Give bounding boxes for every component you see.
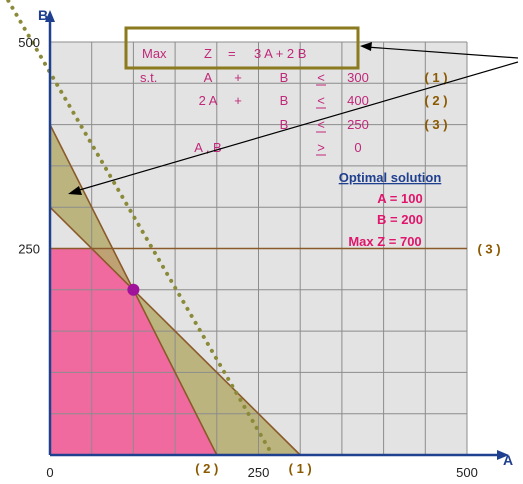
objective-part-1: Max <box>142 46 167 61</box>
optimal-point-layer <box>127 283 140 296</box>
optimal-title: Optimal solution <box>339 170 442 185</box>
axes: BA <box>38 7 513 468</box>
objective-box <box>124 26 360 70</box>
line-labels: ( 2 ) ( 1 ) ( 3 ) <box>195 242 500 477</box>
constraint-3-rel: < <box>317 117 325 132</box>
constraint-2-rhs: 400 <box>347 93 369 108</box>
line-label-3: ( 3 ) <box>477 242 500 257</box>
constraint-4-rhs: 0 <box>354 140 361 155</box>
constraint-4-a: A , B <box>194 140 221 155</box>
constraint-2-tag: ( 2 ) <box>424 93 447 108</box>
constraint-1-tag: ( 1 ) <box>424 70 447 85</box>
objective-part-2: Z <box>204 46 212 61</box>
callout-arrows <box>68 42 519 195</box>
constraint-1-prefix: s.t. <box>140 70 157 85</box>
x-axis-arrowhead <box>497 450 509 460</box>
objective-part-4: 3 A + 2 B <box>254 46 306 61</box>
optimal-solution-block: Optimal solution A = 100 B = 200 Max Z = 70… <box>339 170 442 249</box>
optimal-line-2: B = 200 <box>377 212 423 227</box>
model-formulation: Max Z = 3 A + 2 B s.t. A + B <300 ( 1 ) 2 A + B <400 (… <box>124 26 448 156</box>
optimal-line-1: A = 100 <box>377 191 422 206</box>
constraint-2-a: 2 A <box>199 93 218 108</box>
constraint-2-rel: < <box>317 93 325 108</box>
objective-part-3: = <box>228 46 236 61</box>
tick-labels: 0 250 500 250 500 <box>18 35 478 480</box>
constraint-2-b: B <box>280 93 289 108</box>
y-axis-arrowhead <box>45 10 55 22</box>
x-tick-label: 250 <box>248 465 270 480</box>
constraint-1-rhs: 300 <box>347 70 369 85</box>
arrow-to-isoline <box>75 61 519 192</box>
arrow-to-objective <box>365 46 519 59</box>
x-tick-label: 500 <box>456 465 478 480</box>
constraint-3-tag: ( 3 ) <box>424 117 447 132</box>
y-tick-label: 500 <box>18 35 40 50</box>
constraint-1-op: + <box>234 70 242 85</box>
x-axis-label: A <box>503 452 513 468</box>
x-tick-label: 0 <box>46 465 53 480</box>
constraint-4-rel: > <box>317 140 325 155</box>
constraint-3-b: B <box>280 117 289 132</box>
constraint-1-b: B <box>280 70 289 85</box>
constraint-1-rel: < <box>317 70 325 85</box>
constraint-line-4 <box>6 0 275 457</box>
line-label-2: ( 1 ) <box>289 461 312 476</box>
arrow-to-objective-head <box>360 42 372 51</box>
optimal-point <box>127 283 140 296</box>
arrow-to-isoline-head <box>68 186 82 195</box>
y-tick-label: 250 <box>18 242 40 257</box>
constraint-3-rhs: 250 <box>347 117 369 132</box>
constraint-1-a: A <box>204 70 213 85</box>
line-label-1: ( 2 ) <box>195 461 218 476</box>
constraint-2-op: + <box>234 93 242 108</box>
y-axis-label: B <box>38 7 48 23</box>
optimal-line-3: Max Z = 700 <box>348 234 421 249</box>
